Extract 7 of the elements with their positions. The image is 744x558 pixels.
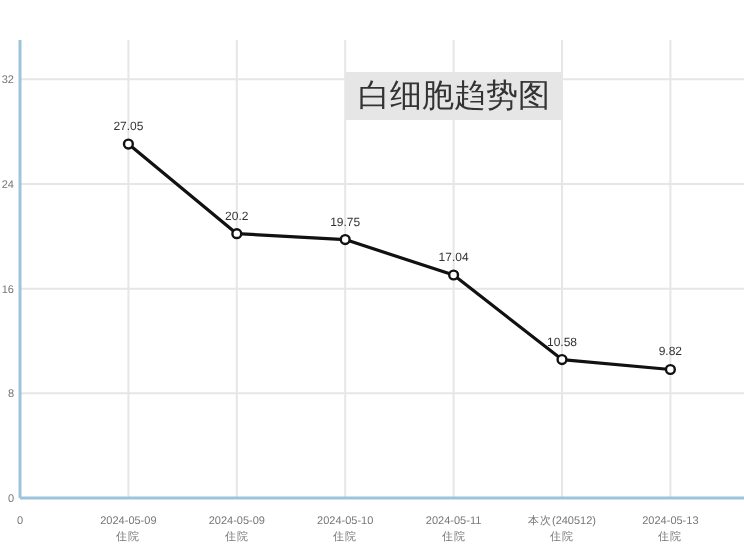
point	[122, 138, 134, 150]
point	[664, 363, 676, 376]
point	[231, 228, 243, 240]
point	[448, 269, 460, 281]
text: 白细胞趋势图	[358, 78, 550, 114]
point	[556, 353, 568, 366]
point	[339, 233, 351, 246]
